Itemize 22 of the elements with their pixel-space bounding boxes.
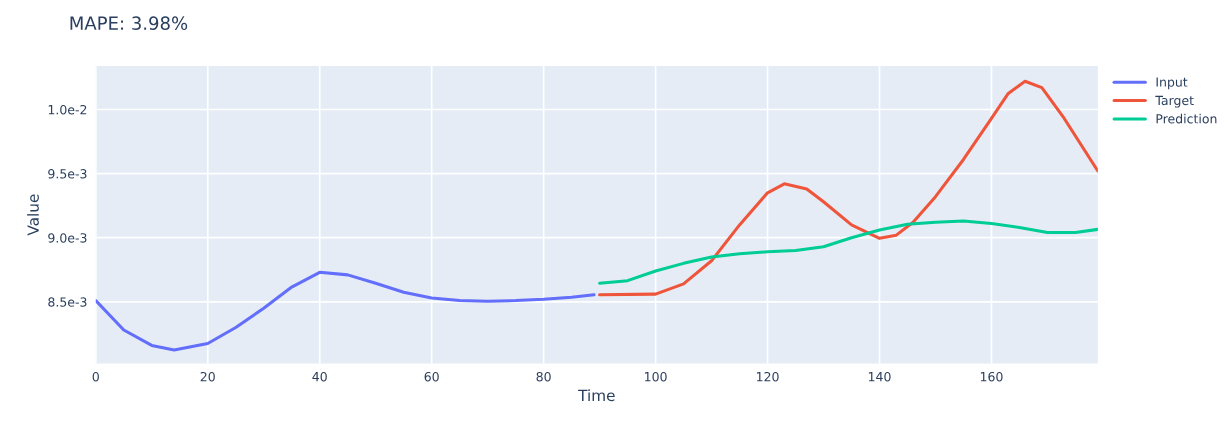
y-tick-label: 9.0e-3 bbox=[48, 233, 87, 243]
legend-label: Input bbox=[1156, 77, 1188, 90]
x-tick-label: 100 bbox=[645, 371, 667, 382]
legend-label: Target bbox=[1155, 95, 1194, 108]
x-tick-label: 120 bbox=[756, 371, 779, 382]
x-axis-title: Time bbox=[578, 389, 615, 402]
y-tick-label: 8.5e-3 bbox=[48, 297, 87, 307]
legend-label: Prediction bbox=[1156, 113, 1217, 124]
y-tick-label: 1.0e-2 bbox=[48, 104, 87, 115]
chart-title: MAPE: 3.98% bbox=[70, 16, 188, 31]
x-tick-label: 80 bbox=[536, 371, 551, 382]
x-tick-label: 0 bbox=[92, 371, 99, 382]
y-tick-label: 9.5e-3 bbox=[48, 169, 87, 179]
line-series bbox=[598, 219, 1098, 285]
x-tick-label: 40 bbox=[312, 371, 327, 382]
x-tick-label: 60 bbox=[424, 371, 439, 382]
x-tick-label: 160 bbox=[980, 371, 1003, 382]
line-series bbox=[598, 79, 1098, 297]
line-series bbox=[95, 270, 596, 352]
x-tick-label: 20 bbox=[200, 371, 215, 382]
x-tick-label: 140 bbox=[868, 371, 891, 382]
y-axis-title: Value bbox=[27, 194, 39, 236]
